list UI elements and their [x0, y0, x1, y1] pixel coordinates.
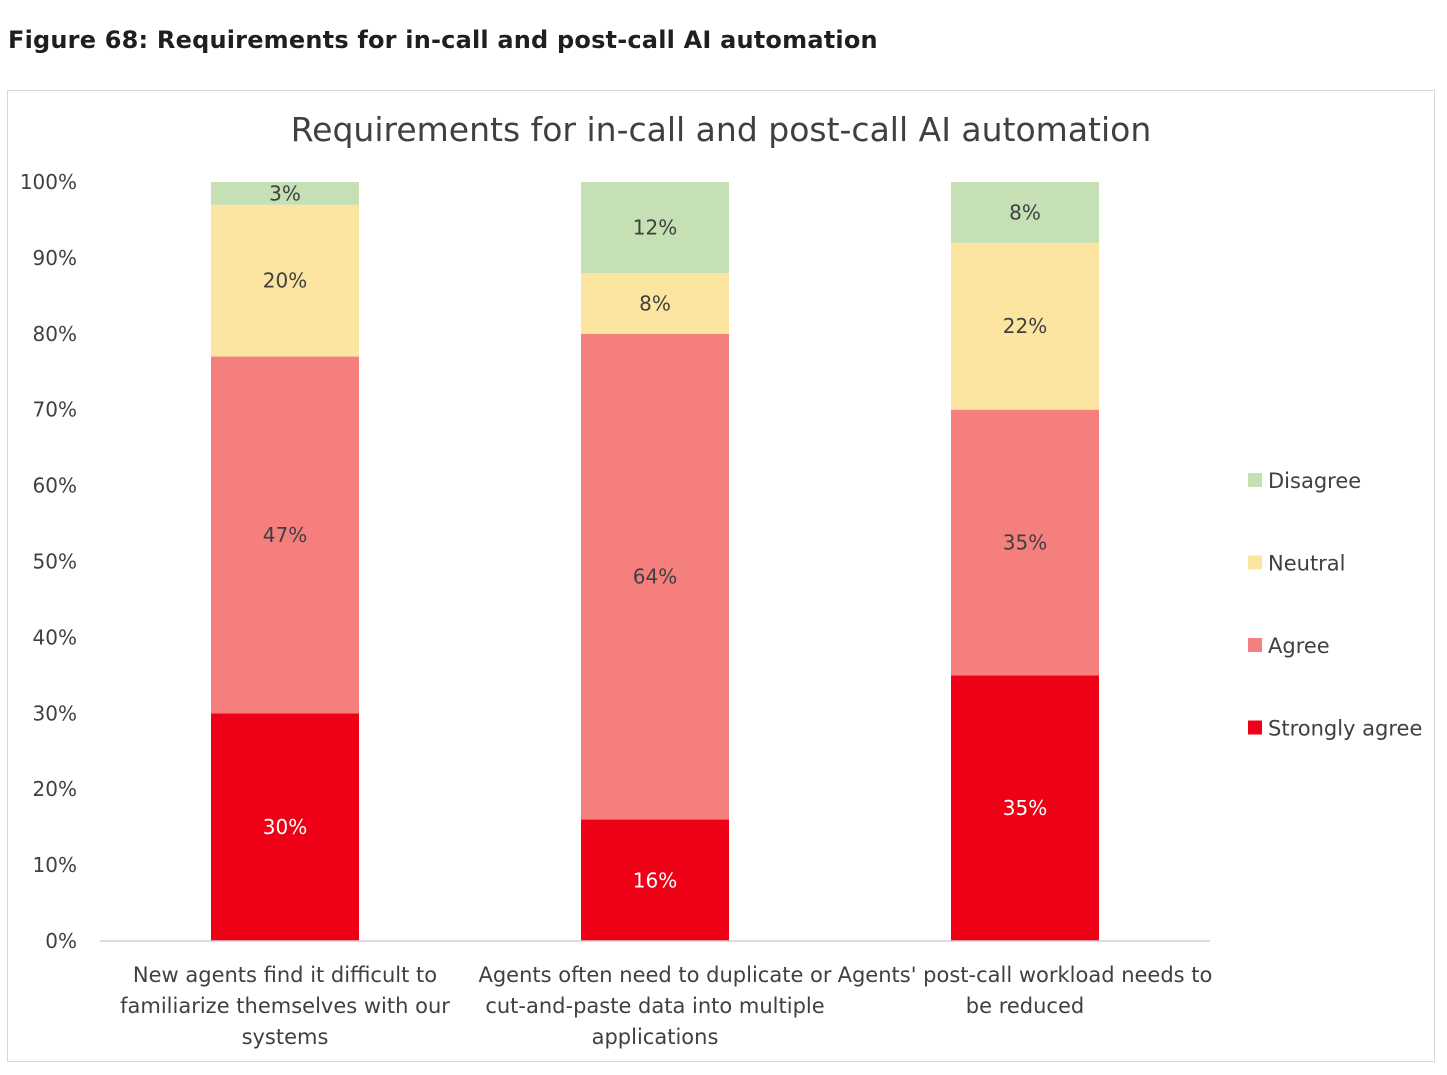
y-tick-label: 40% [33, 625, 77, 649]
axis-layer: 0% 10% 20% 30% 40% 50% 60% 70% 80% 90% 100% New age… [20, 170, 1213, 1049]
x-category-label: cut-and-paste data into multiple [485, 994, 824, 1018]
legend-swatch [1248, 555, 1262, 570]
legend-label: Neutral [1268, 552, 1346, 576]
bar-segment-agree [211, 356, 359, 714]
y-tick-label: 30% [33, 701, 77, 725]
y-tick-label: 0% [45, 929, 77, 953]
bar-segment-strongly-agree [581, 819, 729, 941]
y-tick-label: 100% [20, 170, 77, 194]
data-label: 35% [1003, 531, 1047, 555]
data-label: 20% [263, 269, 307, 293]
x-category-label: Agents' post-call workload needs to [838, 963, 1213, 987]
x-category-label: be reduced [966, 994, 1084, 1018]
data-label: 30% [263, 815, 307, 839]
data-label: 35% [1003, 796, 1047, 820]
legend-swatch [1248, 473, 1262, 487]
y-tick-label: 10% [33, 853, 77, 877]
data-label: 47% [263, 523, 307, 547]
data-label: 22% [1003, 314, 1047, 338]
x-category-label: Agents often need to duplicate or [478, 963, 831, 987]
legend-label: Strongly agree [1268, 717, 1422, 741]
bar-segment-strongly-agree [211, 713, 359, 941]
y-tick-label: 20% [33, 777, 77, 801]
legend: Disagree Neutral Agree Strongly agree [1248, 469, 1422, 741]
bar-segment-neutral [581, 273, 729, 334]
bar-segment-neutral [211, 204, 359, 357]
x-category-label: New agents find it difficult to [133, 963, 437, 987]
data-label: 12% [633, 216, 677, 240]
y-tick-label: 70% [33, 398, 77, 422]
y-tick-label: 90% [33, 246, 77, 270]
data-label: 8% [639, 291, 671, 315]
y-tick-label: 50% [33, 550, 77, 574]
legend-swatch [1248, 720, 1262, 735]
bar-segment-strongly-agree [951, 675, 1099, 941]
legend-label: Agree [1268, 634, 1330, 658]
bar-segment-agree [951, 409, 1099, 676]
x-category-label: systems [242, 1025, 329, 1049]
bar-segment-disagree [951, 182, 1099, 243]
data-label: 8% [1009, 200, 1041, 224]
x-category-label: familiarize themselves with our [120, 994, 450, 1018]
chart-title: Requirements for in-call and post-call A… [291, 110, 1152, 149]
bar-segment-neutral [951, 242, 1099, 410]
x-category-label: applications [592, 1025, 719, 1049]
y-tick-label: 80% [33, 322, 77, 346]
data-label: 64% [633, 565, 677, 589]
figure-caption: Figure 68: Requirements for in-call and … [8, 26, 878, 54]
y-tick-label: 60% [33, 474, 77, 498]
data-label: 3% [269, 181, 301, 205]
legend-label: Disagree [1268, 469, 1361, 493]
bar-segment-disagree [211, 182, 359, 205]
bar-segment-agree [581, 333, 729, 820]
data-label: 16% [633, 868, 677, 892]
legend-swatch [1248, 638, 1262, 652]
bars-layer: 30% 47% 20% 3% 16% 64% 8% 12% 35% 35% 22% 8% [211, 181, 1099, 941]
bar-segment-disagree [581, 182, 729, 274]
